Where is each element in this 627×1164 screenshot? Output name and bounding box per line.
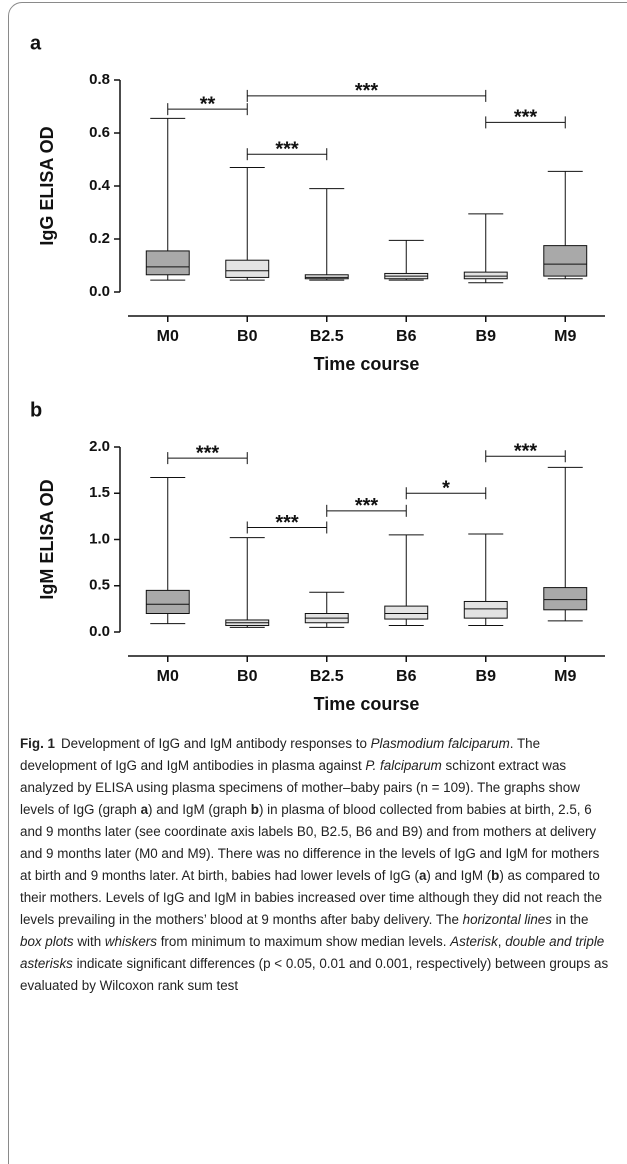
y-tick-label: 1.0 [89, 530, 110, 547]
x-axis-title: Time course [314, 694, 420, 714]
caption-text: with [73, 934, 105, 949]
x-tick-label: B6 [396, 668, 417, 685]
caption-text: from minimum to maximum show median leve… [156, 934, 451, 949]
caption-text: in the [551, 912, 589, 927]
caption-text: P. falciparum [365, 758, 442, 773]
y-tick-label: 0.0 [89, 283, 110, 300]
significance-label: ** [200, 93, 216, 115]
x-tick-label: M9 [554, 668, 576, 685]
caption-text: ) and IgM ( [426, 868, 492, 883]
y-axis-title: IgM ELISA OD [37, 479, 57, 599]
y-tick-label: 2.0 [89, 438, 110, 455]
box [463, 271, 508, 280]
significance-label: *** [275, 512, 299, 534]
panel-label: a [30, 32, 42, 54]
y-tick-label: 0.0 [89, 623, 110, 640]
y-tick-label: 1.5 [89, 484, 110, 501]
caption-text: b [491, 868, 500, 883]
y-tick-label: 0.2 [89, 230, 110, 247]
box [384, 605, 429, 620]
caption-text: . The development of IgG and IgM antibod… [20, 736, 541, 773]
significance-label: *** [514, 441, 538, 463]
box [225, 259, 270, 278]
significance-label: * [442, 478, 450, 500]
caption-text: indicate significant differences (p < 0.… [20, 956, 609, 993]
x-tick-label: M9 [554, 328, 576, 345]
caption-text: a [418, 868, 427, 883]
y-tick-label: 0.5 [89, 577, 110, 594]
x-tick-label: M0 [157, 668, 179, 685]
significance-label: *** [355, 495, 379, 517]
significance-label: *** [196, 442, 220, 464]
caption-text: Plasmodium falciparum [370, 736, 510, 751]
x-tick-label: B0 [237, 328, 258, 345]
figure-charts: a 0.0 0.2 0.4 0.6 0.8 IgG ELISA OD Time course M… [30, 32, 605, 714]
box [145, 250, 190, 276]
significance-label: *** [355, 80, 379, 102]
caption-text: Development of IgG and IgM antibody resp… [60, 736, 371, 751]
x-axis-title: Time course [314, 354, 420, 374]
caption-text: whiskers [104, 934, 157, 949]
x-tick-label: B2.5 [310, 668, 344, 685]
caption-text: ) and IgM (graph [148, 802, 251, 817]
box [304, 274, 349, 280]
x-tick-label: B9 [476, 668, 497, 685]
x-tick-label: B0 [237, 668, 258, 685]
caption-text: , [497, 934, 506, 949]
x-tick-label: B9 [476, 328, 497, 345]
caption-text: a [140, 802, 149, 817]
figure-caption: Fig. 1 Development of IgG and IgM antibod… [20, 733, 612, 997]
caption-text: box plots [20, 934, 74, 949]
caption-text: double and triple asterisks [20, 934, 605, 971]
significance-label: *** [514, 107, 538, 129]
box [543, 587, 588, 611]
caption-text: ) as compared to their mothers. Levels o… [20, 868, 603, 927]
box [145, 589, 190, 614]
significance-label: *** [275, 138, 299, 160]
y-axis-title: IgG ELISA OD [37, 126, 57, 245]
y-tick-label: 0.8 [89, 71, 110, 88]
caption-text: b [250, 802, 259, 817]
y-tick-label: 0.4 [89, 177, 111, 194]
caption-text: schizont extract was analyzed by ELISA u… [20, 758, 580, 817]
x-tick-label: B6 [396, 328, 417, 345]
x-tick-label: B2.5 [310, 328, 344, 345]
figure-frame [8, 2, 627, 1164]
caption-text: horizontal lines [462, 912, 552, 927]
x-tick-label: M0 [157, 328, 179, 345]
caption-text: Asterisk [450, 934, 498, 949]
box [543, 245, 588, 277]
panel-label: b [30, 399, 42, 421]
caption-label: Fig. 1 [20, 736, 55, 751]
y-tick-label: 0.6 [89, 124, 110, 141]
caption-text: ) in plasma of blood collected from babi… [20, 802, 600, 883]
box [463, 600, 508, 619]
